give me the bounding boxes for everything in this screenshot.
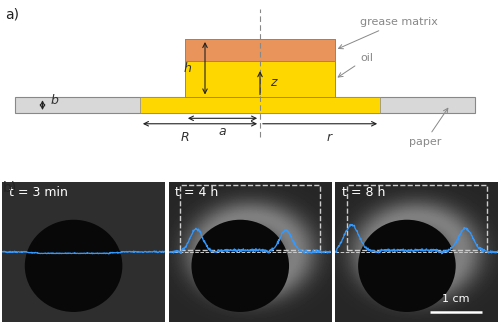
Text: oil: oil bbox=[338, 53, 373, 77]
Text: $a$: $a$ bbox=[218, 125, 227, 138]
Text: $b$: $b$ bbox=[50, 93, 59, 107]
Bar bbox=[185, 39, 335, 98]
Text: a): a) bbox=[5, 7, 19, 21]
Ellipse shape bbox=[25, 220, 122, 312]
Text: $R$: $R$ bbox=[180, 131, 190, 144]
Ellipse shape bbox=[358, 220, 456, 312]
Text: 1 cm: 1 cm bbox=[442, 293, 469, 304]
Text: paper: paper bbox=[409, 108, 448, 147]
Text: t = 3 min: t = 3 min bbox=[8, 186, 68, 199]
Bar bbox=[140, 98, 380, 113]
Bar bbox=[180, 186, 320, 250]
Text: b): b) bbox=[2, 180, 17, 194]
Text: $h$: $h$ bbox=[184, 61, 192, 75]
Text: $r$: $r$ bbox=[326, 131, 334, 144]
Text: grease matrix: grease matrix bbox=[338, 17, 438, 49]
Bar bbox=[185, 39, 335, 61]
Bar bbox=[346, 186, 486, 250]
Bar bbox=[15, 98, 475, 113]
Text: $z$: $z$ bbox=[270, 76, 279, 89]
Text: t = 8 h: t = 8 h bbox=[342, 186, 385, 199]
Text: t = 4 h: t = 4 h bbox=[175, 186, 218, 199]
Ellipse shape bbox=[192, 220, 289, 312]
